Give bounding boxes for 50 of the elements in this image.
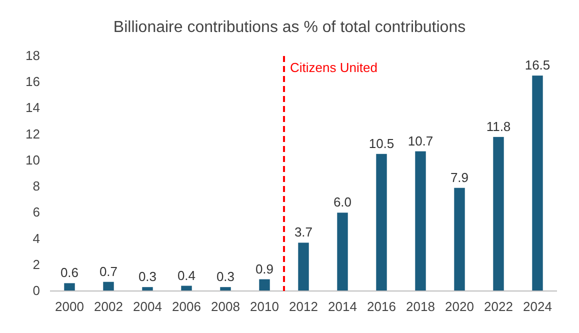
bar xyxy=(298,242,309,291)
data-label: 0.4 xyxy=(177,268,196,283)
x-tick-label: 2010 xyxy=(250,299,279,314)
bar xyxy=(532,76,543,291)
data-label: 6.0 xyxy=(333,194,352,210)
bar xyxy=(103,282,114,291)
x-tick-label: 2008 xyxy=(211,299,240,314)
data-label: 0.3 xyxy=(138,269,157,284)
bar xyxy=(376,154,387,291)
x-tick-label: 2012 xyxy=(289,299,318,314)
ref-line-label: Citizens United xyxy=(290,60,378,75)
bar xyxy=(454,188,465,291)
y-tick-label: 10 xyxy=(26,152,40,168)
bar xyxy=(64,283,75,291)
y-tick-label: 6 xyxy=(32,204,40,220)
y-tick-label: 0 xyxy=(32,283,40,298)
x-tick-label: 2004 xyxy=(133,299,162,314)
y-tick-label: 14 xyxy=(26,100,40,116)
y-tick-label: 2 xyxy=(32,256,40,272)
y-tick-label: 8 xyxy=(32,178,40,194)
x-tick-label: 2014 xyxy=(328,299,357,314)
y-tick-label: 4 xyxy=(32,230,40,246)
y-tick-label: 16 xyxy=(26,74,40,90)
data-label: 7.9 xyxy=(450,170,469,185)
bar xyxy=(415,151,426,291)
y-tick-label: 18 xyxy=(26,48,40,63)
data-label: 11.8 xyxy=(486,118,511,134)
x-tick-label: 2016 xyxy=(367,299,396,314)
y-tick-label: 12 xyxy=(26,126,40,142)
chart-title: Billionaire contributions as % of total contributions xyxy=(113,19,466,36)
data-label: 16.5 xyxy=(524,58,550,73)
x-tick-label: 2022 xyxy=(484,299,513,314)
bar xyxy=(493,136,504,291)
bar xyxy=(337,212,348,291)
bar xyxy=(259,279,270,291)
x-tick-label: 2024 xyxy=(523,299,552,314)
data-label: 10.7 xyxy=(408,133,434,148)
x-tick-label: 2020 xyxy=(445,299,474,314)
bar xyxy=(220,287,231,291)
x-tick-label: 2002 xyxy=(94,299,123,314)
data-label: 0.7 xyxy=(99,264,118,279)
data-label: 3.7 xyxy=(294,224,313,240)
bar xyxy=(142,287,153,291)
data-label: 0.9 xyxy=(255,261,274,276)
data-label: 0.6 xyxy=(60,265,79,280)
data-label: 10.5 xyxy=(368,136,394,151)
x-tick-label: 2018 xyxy=(406,299,435,314)
x-tick-label: 2000 xyxy=(55,299,84,314)
data-label: 0.3 xyxy=(216,269,235,284)
x-tick-label: 2006 xyxy=(172,299,201,314)
